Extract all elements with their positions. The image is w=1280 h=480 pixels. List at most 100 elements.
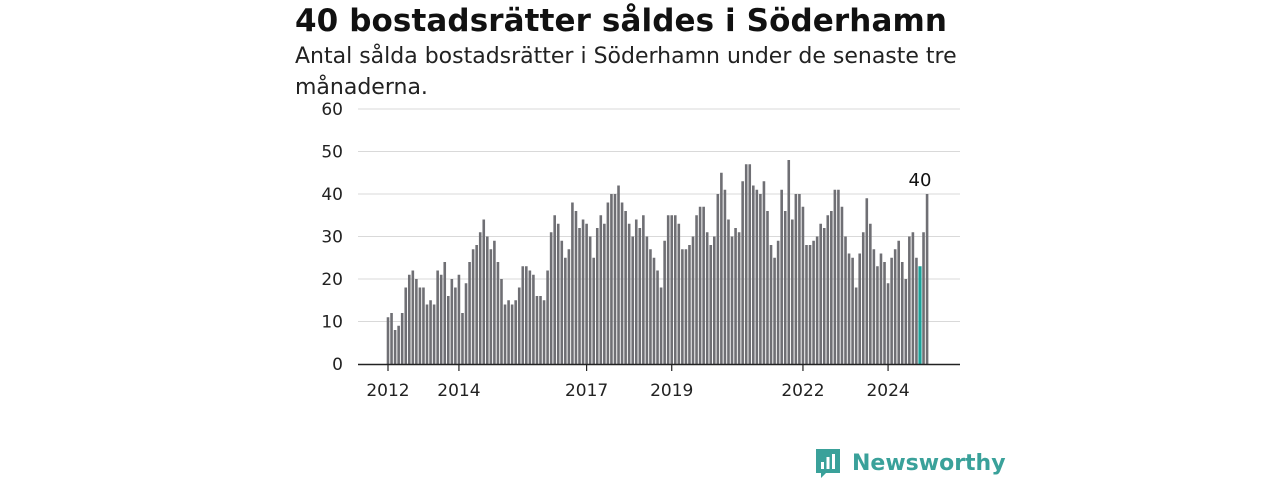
bar (517, 287, 521, 364)
bar (741, 181, 744, 364)
bar (709, 245, 713, 364)
bar (404, 287, 408, 364)
bar (755, 189, 759, 364)
bar (393, 330, 397, 364)
bar (861, 232, 865, 364)
bar (489, 249, 493, 364)
bar (766, 211, 769, 364)
bar (851, 257, 854, 364)
bar (716, 194, 720, 364)
bar (897, 240, 901, 364)
y-tick-label: 50 (321, 143, 343, 163)
bar (493, 240, 496, 364)
bar (865, 198, 869, 364)
bar (801, 206, 805, 364)
bar (507, 300, 510, 364)
bar (893, 249, 897, 364)
bar (922, 232, 925, 364)
bar (486, 236, 489, 364)
bar (872, 249, 876, 364)
bar (535, 296, 539, 364)
bar (571, 202, 574, 364)
bar (397, 325, 400, 364)
bar (556, 223, 560, 364)
bar (737, 232, 741, 364)
bar (840, 206, 844, 364)
bar (837, 189, 840, 364)
bar (415, 279, 418, 364)
bar (858, 253, 861, 364)
bar (400, 313, 404, 364)
bar (659, 287, 663, 364)
bar (748, 164, 752, 364)
bar (574, 211, 578, 364)
bar (418, 287, 422, 364)
bar (450, 279, 454, 364)
bar (514, 300, 517, 364)
bar (464, 283, 468, 364)
bar (482, 219, 486, 364)
bar (546, 270, 549, 364)
bar (585, 223, 588, 364)
bar (670, 215, 674, 364)
bar (787, 160, 791, 364)
bar (603, 223, 606, 364)
bar (454, 287, 457, 364)
bar (595, 228, 599, 364)
bar (439, 274, 443, 364)
bar (638, 228, 642, 364)
bar (904, 279, 908, 364)
bar (890, 257, 893, 364)
bar (773, 257, 776, 364)
x-tick-label: 2019 (650, 381, 693, 401)
bar (769, 245, 773, 364)
bar (407, 274, 411, 364)
bar (854, 287, 858, 364)
bar (390, 313, 393, 364)
bar (436, 270, 439, 364)
bar (425, 304, 429, 364)
bar (844, 236, 847, 364)
bar (542, 300, 546, 364)
bar (783, 211, 787, 364)
bar (883, 262, 886, 364)
bar (702, 206, 705, 364)
bar (429, 300, 432, 364)
bar (503, 304, 507, 364)
newsworthy-logo-icon (816, 449, 840, 478)
bar (624, 211, 627, 364)
bar (720, 172, 723, 364)
x-tick-label: 2012 (366, 381, 409, 401)
bar (461, 313, 464, 364)
bar (791, 219, 794, 364)
newsworthy-brand[interactable]: Newsworthy (814, 447, 1006, 479)
bar (652, 257, 656, 364)
y-tick-label: 10 (321, 313, 343, 333)
chart-title: 40 bostadsrätter såldes i Söderhamn (295, 3, 948, 39)
bar (684, 249, 688, 364)
bar (656, 270, 659, 364)
brand-name: Newsworthy (852, 450, 1006, 476)
bar (886, 283, 890, 364)
bar (794, 194, 798, 364)
bar (879, 253, 883, 364)
y-tick-label: 0 (332, 355, 343, 375)
bar (705, 232, 709, 364)
bar (915, 257, 918, 364)
bar (525, 266, 528, 364)
bar (780, 189, 783, 364)
bar (798, 194, 801, 364)
bar (443, 262, 447, 364)
bar (634, 219, 638, 364)
bar (762, 181, 766, 364)
bar (900, 262, 904, 364)
bar (422, 287, 425, 364)
bar (627, 223, 631, 364)
bar (826, 215, 830, 364)
bar (645, 236, 649, 364)
bar (588, 236, 592, 364)
y-tick-label: 30 (321, 228, 343, 248)
bar (681, 249, 684, 364)
bar (695, 215, 698, 364)
